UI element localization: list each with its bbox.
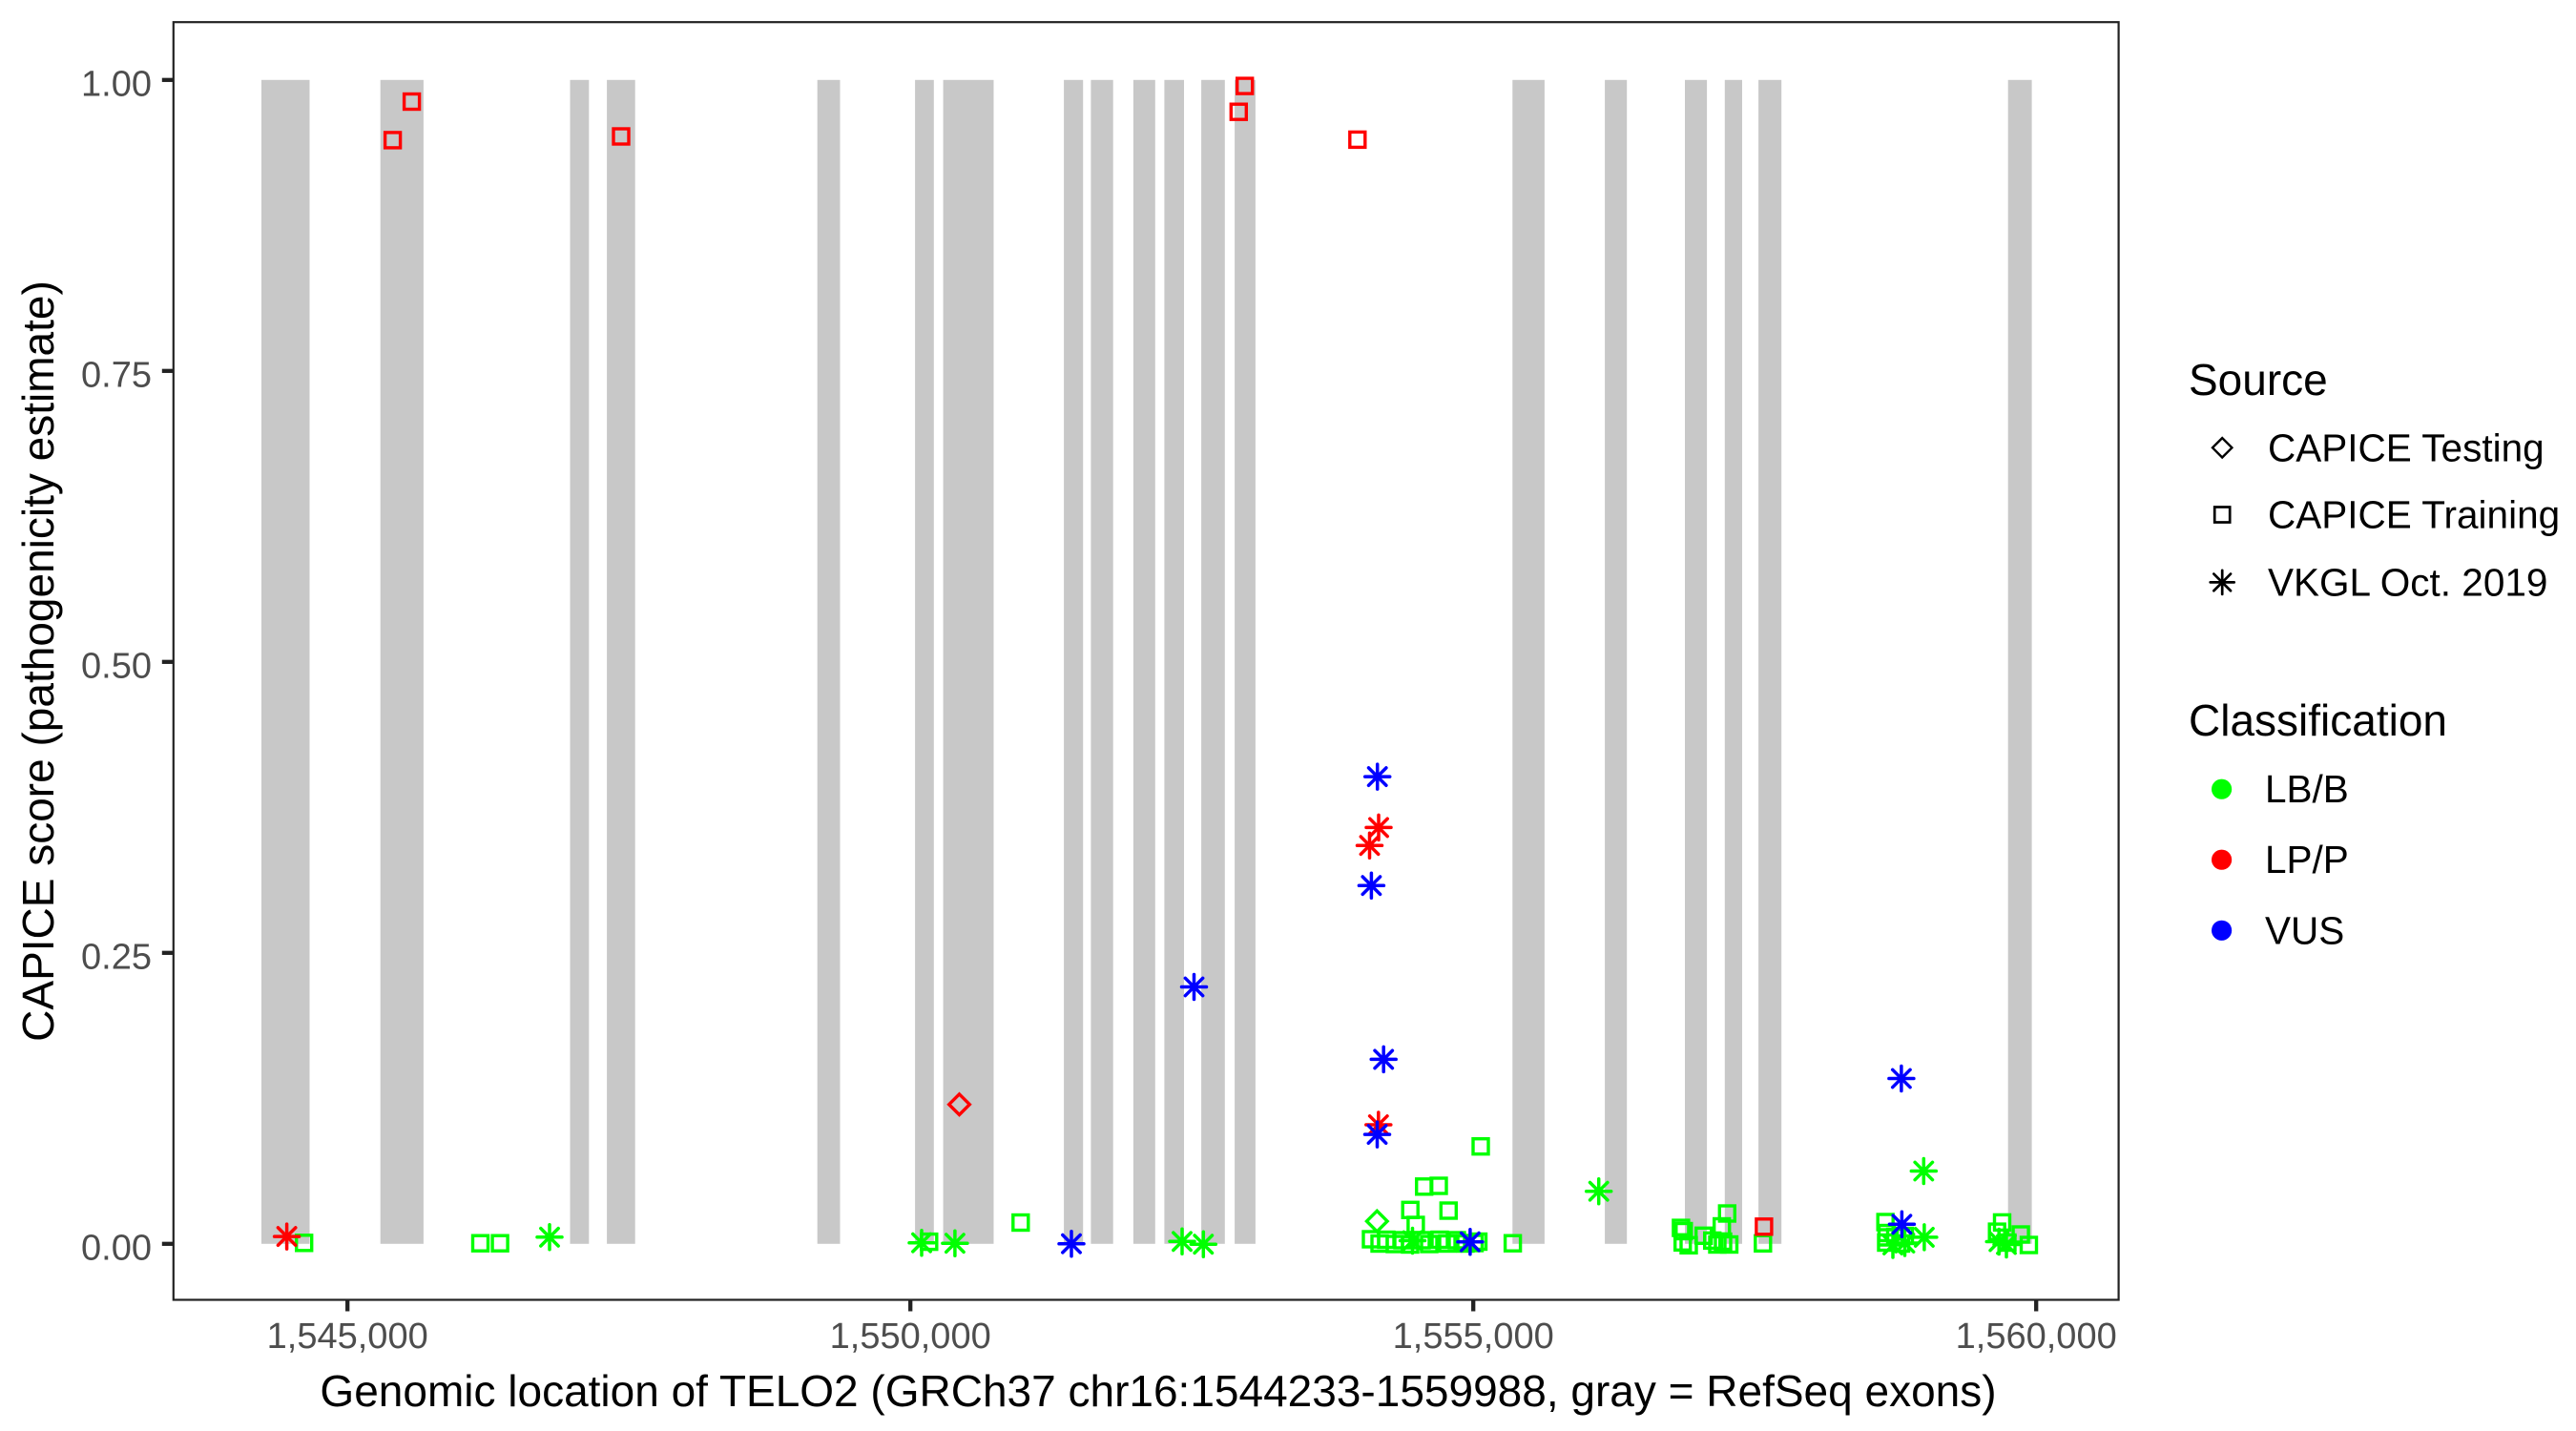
- svg-text:VUS: VUS: [2265, 908, 2344, 952]
- svg-text:0.00: 0.00: [81, 1228, 152, 1268]
- svg-text:0.25: 0.25: [81, 937, 152, 977]
- svg-text:0.75: 0.75: [81, 355, 152, 395]
- svg-text:1.00: 1.00: [81, 64, 152, 104]
- svg-text:LB/B: LB/B: [2265, 767, 2349, 811]
- svg-text:Classification: Classification: [2189, 695, 2447, 745]
- svg-text:1,555,000: 1,555,000: [1393, 1317, 1554, 1357]
- svg-text:CAPICE Training: CAPICE Training: [2268, 493, 2560, 537]
- svg-text:VKGL Oct. 2019: VKGL Oct. 2019: [2268, 560, 2547, 604]
- svg-text:CAPICE score (pathogenicity es: CAPICE score (pathogenicity estimate): [13, 280, 63, 1042]
- svg-text:LP/P: LP/P: [2265, 838, 2349, 881]
- svg-text:1,560,000: 1,560,000: [1956, 1317, 2117, 1357]
- svg-text:0.50: 0.50: [81, 646, 152, 686]
- svg-text:Genomic location of TELO2 (GRC: Genomic location of TELO2 (GRCh37 chr16:…: [320, 1366, 1996, 1416]
- svg-text:1,550,000: 1,550,000: [830, 1317, 991, 1357]
- svg-text:Source: Source: [2189, 355, 2328, 404]
- svg-text:CAPICE Testing: CAPICE Testing: [2268, 425, 2545, 469]
- svg-text:1,545,000: 1,545,000: [267, 1317, 428, 1357]
